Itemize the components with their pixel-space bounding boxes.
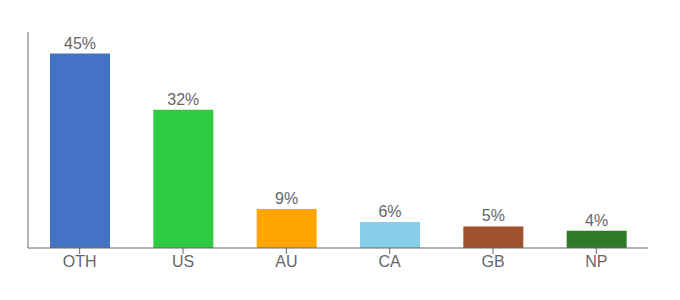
svg-text:US: US [172, 253, 194, 270]
svg-text:6%: 6% [378, 203, 401, 220]
svg-text:32%: 32% [167, 91, 199, 108]
svg-text:5%: 5% [482, 207, 505, 224]
svg-text:AU: AU [275, 253, 297, 270]
svg-text:OTH: OTH [63, 253, 97, 270]
svg-text:4%: 4% [585, 212, 608, 229]
svg-text:9%: 9% [275, 190, 298, 207]
svg-text:45%: 45% [64, 35, 96, 52]
svg-text:CA: CA [379, 253, 402, 270]
svg-text:NP: NP [585, 253, 607, 270]
svg-text:GB: GB [481, 253, 504, 270]
